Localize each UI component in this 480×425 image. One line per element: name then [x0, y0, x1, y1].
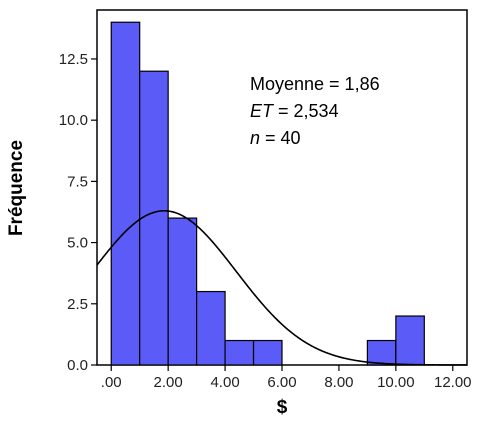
y-tick-label: 5.0 — [67, 235, 88, 252]
x-tick-label: 12.00 — [434, 374, 472, 391]
x-tick-label: 2.00 — [154, 374, 183, 391]
y-tick-label: 0.0 — [67, 357, 88, 374]
histogram-bar — [110, 21, 141, 366]
histogram-bar — [395, 315, 425, 366]
stat-mean: Moyenne = 1,86 — [250, 74, 380, 94]
histogram-bar — [167, 217, 198, 366]
x-axis-title: $ — [277, 397, 288, 418]
histogram-bar — [196, 290, 226, 366]
stat-n-symbol: n — [250, 128, 260, 148]
x-tick-label: 4.00 — [210, 374, 239, 391]
histogram-bar — [139, 70, 169, 366]
stat-sd: ET = 2,534 — [250, 101, 339, 121]
y-tick-label: 12.5 — [59, 51, 88, 68]
y-tick-label: 10.0 — [59, 112, 88, 129]
x-tick-label: 8.00 — [324, 374, 353, 391]
normal-curve — [96, 210, 467, 366]
stat-sd-value: = 2,534 — [273, 101, 339, 121]
y-tick-label: 2.5 — [67, 296, 88, 313]
x-axis: .00 2.00 4.00 6.00 8.00 10.00 12.00 — [101, 365, 472, 391]
bars-group — [110, 21, 425, 366]
histogram-bar — [366, 339, 397, 366]
stat-n-value: = 40 — [260, 128, 301, 148]
y-axis-title: Fréquence — [6, 140, 27, 236]
histogram-bar — [252, 339, 283, 366]
y-axis: 0.0 2.5 5.0 7.5 10.0 12.5 — [59, 51, 97, 374]
x-tick-label: .00 — [101, 374, 122, 391]
x-tick-label: 10.00 — [377, 374, 415, 391]
stat-n: n = 40 — [250, 128, 301, 148]
y-tick-label: 7.5 — [67, 173, 88, 190]
histogram-bar — [224, 339, 255, 366]
x-tick-label: 6.00 — [267, 374, 296, 391]
stat-sd-symbol: ET — [250, 101, 275, 121]
